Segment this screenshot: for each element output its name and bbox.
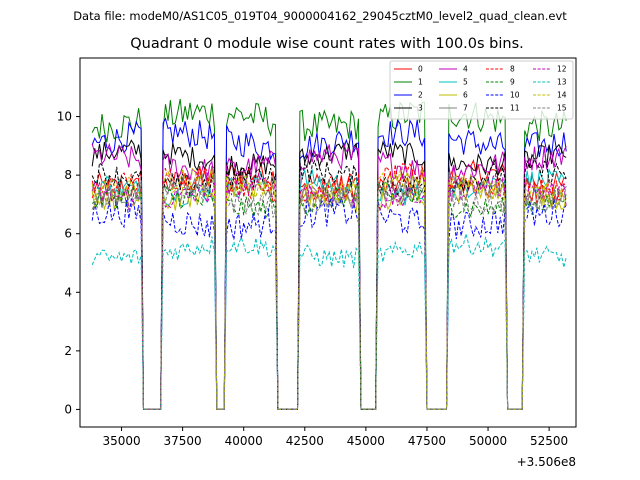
legend-frame bbox=[389, 60, 574, 120]
series-line-10 bbox=[91, 195, 567, 410]
y-tick-label: 0 bbox=[64, 402, 72, 416]
legend-label-9: 9 bbox=[510, 78, 515, 87]
y-tick-label: 4 bbox=[64, 285, 72, 299]
data-file-header: Data file: modeM0/AS1C05_019T04_90000041… bbox=[73, 9, 567, 23]
legend-label-10: 10 bbox=[510, 91, 520, 100]
series-line-14 bbox=[91, 167, 567, 410]
legend-label-3: 3 bbox=[418, 104, 423, 113]
legend-label-8: 8 bbox=[510, 65, 515, 74]
series-line-11 bbox=[91, 158, 567, 410]
chart-title: Quadrant 0 module wise count rates with … bbox=[130, 36, 524, 52]
series-line-8 bbox=[91, 162, 567, 410]
series-line-9 bbox=[91, 180, 567, 410]
series-line-12 bbox=[91, 172, 567, 410]
y-tick-label: 2 bbox=[64, 344, 72, 358]
x-tick-label: 35000 bbox=[102, 434, 140, 448]
series-line-13 bbox=[91, 233, 567, 410]
legend-label-12: 12 bbox=[557, 65, 567, 74]
x-axis-offset-label: +3.506e8 bbox=[517, 455, 576, 469]
series-line-0 bbox=[91, 159, 567, 410]
legend-label-7: 7 bbox=[463, 104, 468, 113]
legend-label-13: 13 bbox=[557, 78, 567, 87]
legend-label-6: 6 bbox=[463, 91, 468, 100]
legend-label-1: 1 bbox=[418, 78, 423, 87]
legend-label-2: 2 bbox=[418, 91, 423, 100]
y-axis: 0 2 4 6 8 10 bbox=[57, 110, 80, 416]
legend-label-11: 11 bbox=[510, 104, 520, 113]
y-tick-label: 8 bbox=[64, 168, 72, 182]
x-tick-label: 47500 bbox=[408, 434, 446, 448]
legend-label-15: 15 bbox=[557, 104, 567, 113]
legend-label-0: 0 bbox=[418, 65, 423, 74]
series-layer bbox=[91, 98, 567, 410]
legend-label-14: 14 bbox=[557, 91, 567, 100]
y-tick-label: 6 bbox=[64, 227, 72, 241]
x-tick-label: 45000 bbox=[347, 434, 385, 448]
x-tick-label: 50000 bbox=[469, 434, 507, 448]
series-line-4 bbox=[91, 142, 567, 410]
x-tick-label: 42500 bbox=[286, 434, 324, 448]
x-tick-label: 52500 bbox=[530, 434, 568, 448]
x-axis: 35000 37500 40000 42500 45000 47500 50000 52500 bbox=[102, 427, 568, 448]
y-tick-label: 10 bbox=[57, 110, 72, 124]
series-line-3 bbox=[91, 139, 567, 410]
x-tick-label: 40000 bbox=[225, 434, 263, 448]
legend-label-5: 5 bbox=[463, 78, 468, 87]
legend-label-4: 4 bbox=[463, 65, 468, 74]
series-line-15 bbox=[91, 179, 567, 410]
plot-frame bbox=[79, 57, 577, 428]
x-tick-label: 37500 bbox=[164, 434, 202, 448]
